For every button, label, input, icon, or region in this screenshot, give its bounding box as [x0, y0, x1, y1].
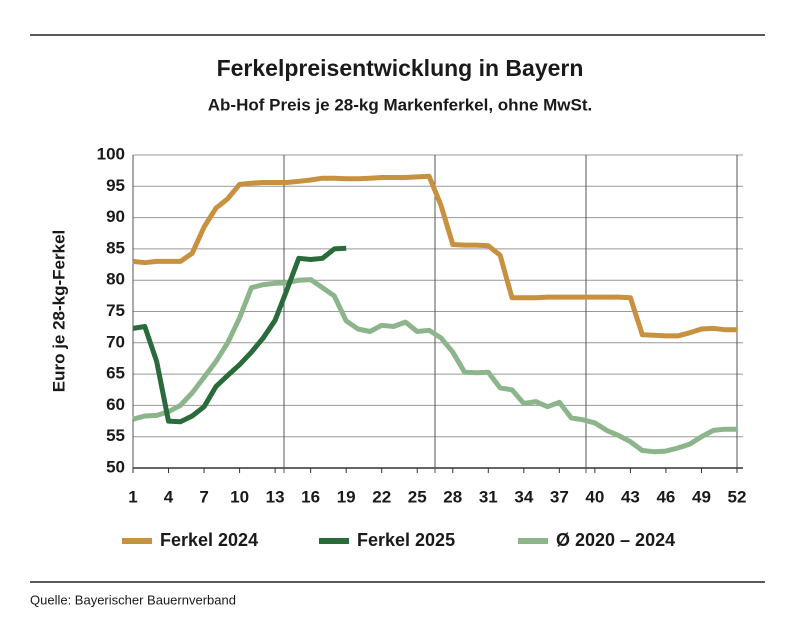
x-tick-label: 28	[443, 487, 462, 506]
x-tick-label: 37	[550, 487, 569, 506]
y-axis-label: Euro je 28-kg-Ferkel	[49, 230, 68, 393]
x-tick-label: 22	[372, 487, 391, 506]
x-tick-label: 46	[656, 487, 675, 506]
x-tick-label: 25	[408, 487, 427, 506]
y-tick-label: 75	[106, 301, 125, 320]
y-tick-label: 95	[106, 176, 125, 195]
chart-title: Ferkelpreisentwicklung in Bayern	[217, 55, 584, 81]
x-tick-label: 7	[199, 487, 208, 506]
x-tick-label: 34	[514, 487, 533, 506]
y-tick-label: 70	[106, 332, 125, 351]
chart-subtitle: Ab-Hof Preis je 28-kg Markenferkel, ohne…	[208, 95, 592, 114]
x-tick-label: 52	[728, 487, 747, 506]
y-tick-label: 60	[106, 395, 125, 414]
y-tick-label: 50	[106, 457, 125, 476]
legend-label: Ferkel 2025	[357, 530, 455, 550]
x-tick-label: 10	[230, 487, 249, 506]
y-tick-label: 55	[106, 426, 125, 445]
series-line	[132, 245, 347, 425]
source: Quelle: Bayerischer Bauernverband	[30, 592, 236, 607]
x-tick-label: 4	[164, 487, 174, 506]
x-tick-label: 49	[692, 487, 711, 506]
legend-label: Ø 2020 – 2024	[556, 530, 675, 550]
x-tick-label: 1	[128, 487, 137, 506]
x-tick-label: 16	[301, 487, 320, 506]
x-tick-label: 19	[337, 487, 356, 506]
y-tick-label: 100	[97, 144, 125, 163]
series-line	[132, 173, 737, 339]
x-tick-label: 31	[479, 487, 498, 506]
x-tick-label: 13	[266, 487, 285, 506]
y-tick-label: 90	[106, 207, 125, 226]
x-tick-label: 43	[621, 487, 640, 506]
legend-label: Ferkel 2024	[160, 530, 258, 550]
y-tick-label: 80	[106, 270, 125, 289]
y-tick-label: 65	[106, 364, 125, 383]
x-tick-label: 40	[585, 487, 604, 506]
series-line	[132, 277, 737, 455]
y-tick-label: 85	[106, 238, 125, 257]
